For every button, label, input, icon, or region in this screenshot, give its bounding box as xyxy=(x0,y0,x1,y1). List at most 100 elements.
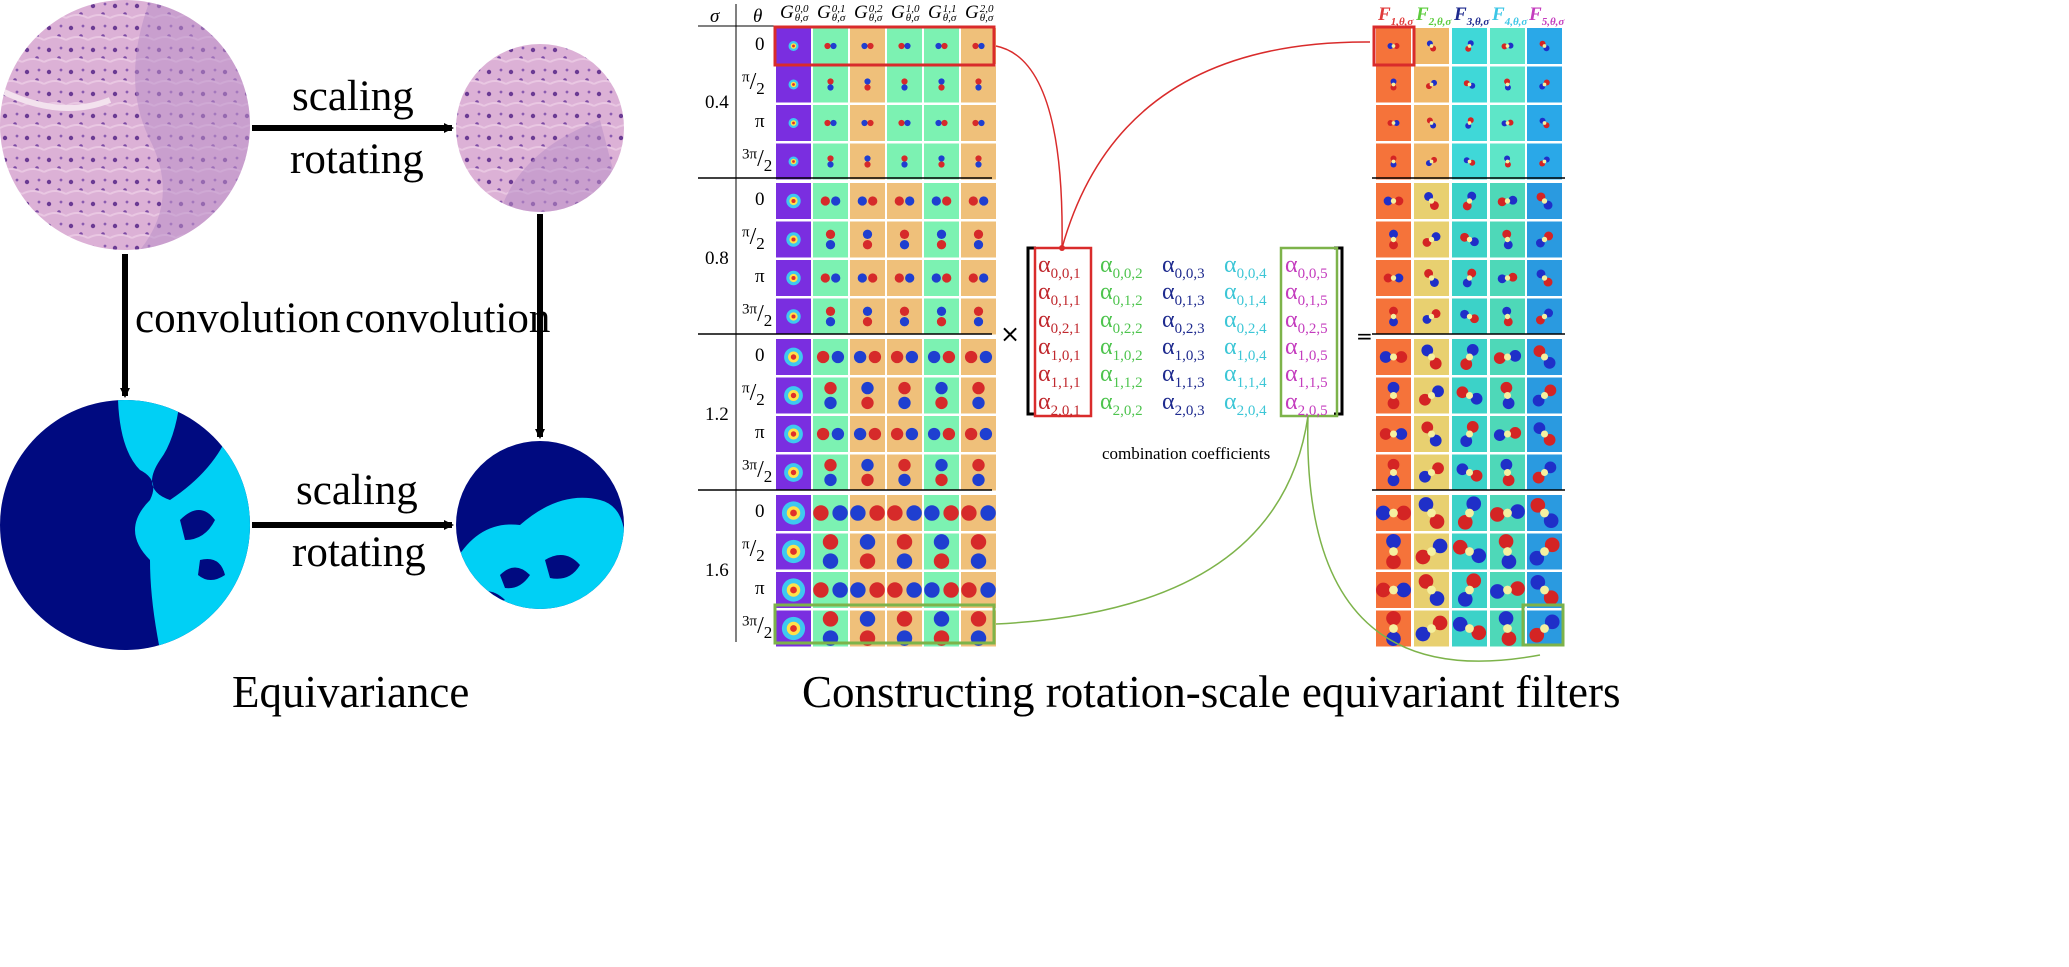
basis-cell xyxy=(850,495,885,531)
basis-cell xyxy=(813,610,848,647)
basis-cell xyxy=(887,143,922,180)
filter-cell xyxy=(1527,105,1562,141)
filter-cell xyxy=(1452,339,1487,375)
filter-cell xyxy=(1452,454,1487,491)
basis-cell xyxy=(850,610,885,647)
filter-cell xyxy=(1414,610,1449,647)
sigma-column-header: σ xyxy=(710,6,720,27)
theta-label: 0 xyxy=(755,501,765,522)
filter-cell xyxy=(1490,377,1525,414)
basis-cell xyxy=(887,298,922,335)
coefficient-entry: α1,1,3 xyxy=(1162,361,1205,391)
coefficient-entry: α0,2,5 xyxy=(1285,306,1328,337)
basis-cell xyxy=(887,416,922,452)
filter-cell xyxy=(1490,454,1525,491)
coefficient-entry: α0,1,5 xyxy=(1285,279,1328,310)
bottom-arrow-label-rotating: rotating xyxy=(292,529,426,576)
coefficient-entry: α0,2,3 xyxy=(1162,306,1205,337)
theta-label: π/2 xyxy=(742,535,765,565)
filter-cell xyxy=(1376,377,1411,414)
basis-cell xyxy=(813,416,848,452)
basis-cell xyxy=(813,143,848,180)
filter-cell xyxy=(1527,377,1562,414)
basis-cell xyxy=(961,610,996,647)
filter-cell xyxy=(1414,339,1449,375)
basis-cell xyxy=(924,260,959,296)
basis-cell xyxy=(813,339,848,375)
basis-cell xyxy=(924,572,959,608)
filter-header: F4,θ,σ xyxy=(1492,4,1528,28)
filter-cell xyxy=(1414,105,1449,141)
coefficient-entry: α0,0,4 xyxy=(1224,252,1267,282)
filter-cell xyxy=(1527,495,1562,531)
filter-cell xyxy=(1414,183,1449,219)
theta-label: 3π/2 xyxy=(742,456,773,486)
basis-cell xyxy=(961,572,996,608)
coefficient-entry: α1,0,2 xyxy=(1100,333,1143,364)
filter-cell xyxy=(1452,221,1487,258)
filter-cell xyxy=(1527,416,1562,452)
basis-cell xyxy=(776,221,811,258)
basis-cell xyxy=(776,416,811,452)
basis-cell xyxy=(887,28,922,64)
filter-cell xyxy=(1376,28,1411,64)
filter-cell xyxy=(1490,260,1525,296)
basis-cell xyxy=(776,572,811,608)
filter-header: F2,θ,σ xyxy=(1416,4,1452,28)
basis-cell xyxy=(850,416,885,452)
basis-cell xyxy=(924,183,959,219)
basis-cell xyxy=(961,339,996,375)
basis-cell xyxy=(887,221,922,258)
filter-cell xyxy=(1452,610,1487,647)
filter-cell xyxy=(1414,221,1449,258)
segmentation-map-original xyxy=(0,400,250,650)
coefficient-entry: α1,0,4 xyxy=(1224,333,1267,364)
basis-cell xyxy=(887,572,922,608)
filter-cell xyxy=(1414,416,1449,452)
basis-header: G1,1 θ,σ xyxy=(928,2,957,24)
bottom-arrow-label-scaling: scaling xyxy=(296,467,418,514)
coefficient-entry: α0,0,5 xyxy=(1285,252,1328,282)
basis-cell xyxy=(887,66,922,103)
basis-cell xyxy=(924,533,959,570)
filter-cell xyxy=(1490,572,1525,608)
right-caption: Constructing rotation-scale equivariant … xyxy=(802,667,1621,717)
basis-cell xyxy=(850,28,885,64)
basis-cell xyxy=(961,143,996,180)
filter-cell xyxy=(1527,66,1562,103)
basis-cell xyxy=(961,28,996,64)
coefficient-entry: α2,0,5 xyxy=(1285,388,1328,419)
basis-cell xyxy=(961,66,996,103)
filter-cell xyxy=(1452,533,1487,570)
filter-cell xyxy=(1376,454,1411,491)
filter-cell xyxy=(1452,143,1487,180)
coefficient-entry: α0,2,4 xyxy=(1224,306,1267,337)
basis-cell xyxy=(813,260,848,296)
theta-label: 3π/2 xyxy=(742,300,773,330)
theta-label: π/2 xyxy=(742,379,765,409)
theta-label: π xyxy=(755,111,765,132)
equivariance-caption: Equivariance xyxy=(232,667,470,717)
highlight-filter-top-left xyxy=(1372,25,1416,67)
filter-cell xyxy=(1527,339,1562,375)
basis-cell xyxy=(813,105,848,141)
basis-cell xyxy=(924,105,959,141)
basis-cell xyxy=(776,183,811,219)
filter-header: F1,θ,σ xyxy=(1378,4,1414,28)
basis-cell xyxy=(850,339,885,375)
coefficient-entry: α2,0,3 xyxy=(1162,388,1205,419)
filter-cell xyxy=(1414,495,1449,531)
basis-cell xyxy=(850,260,885,296)
basis-cell xyxy=(813,533,848,570)
basis-cell xyxy=(850,105,885,141)
filter-cell xyxy=(1452,105,1487,141)
coefficient-entry: α1,0,3 xyxy=(1162,333,1205,364)
filter-header: F5,θ,σ xyxy=(1529,4,1565,28)
basis-cell xyxy=(961,533,996,570)
coefficient-entry: α0,0,1 xyxy=(1038,252,1081,282)
basis-cell xyxy=(961,454,996,491)
coefficient-entry: α2,0,1 xyxy=(1038,388,1081,419)
basis-cell xyxy=(887,533,922,570)
filter-cell xyxy=(1376,183,1411,219)
coefficient-entry: α0,2,1 xyxy=(1038,306,1081,337)
